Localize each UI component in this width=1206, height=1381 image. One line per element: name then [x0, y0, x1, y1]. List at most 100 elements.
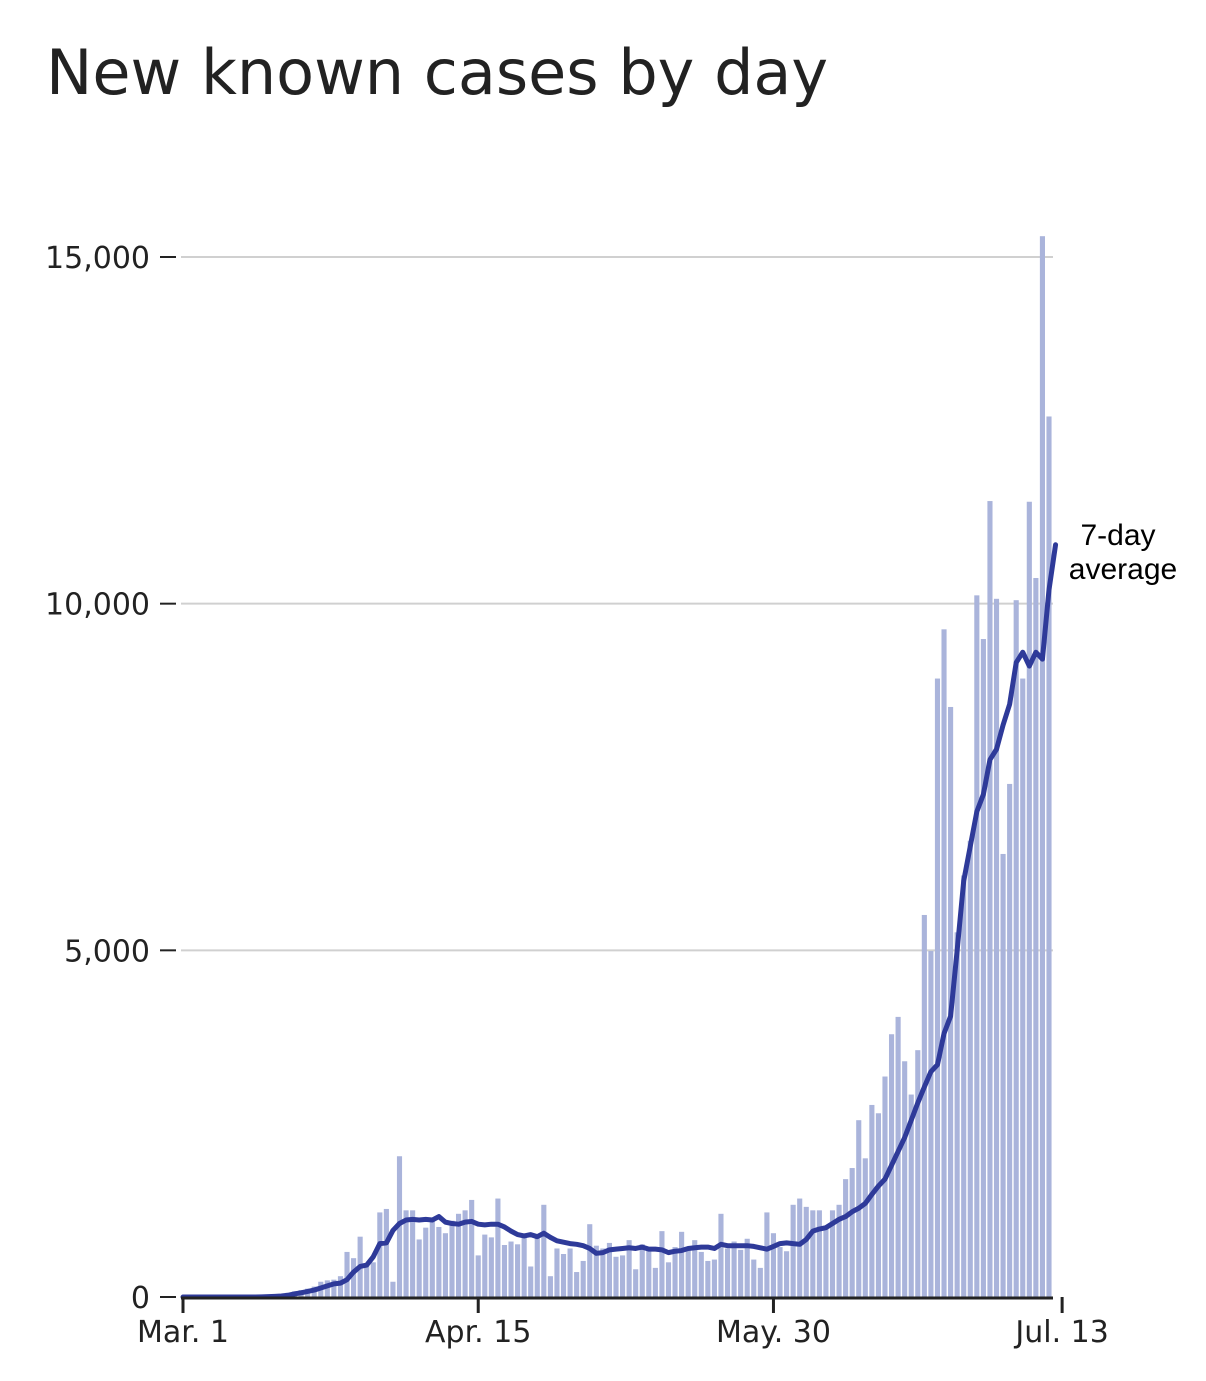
daily-bar	[488, 1237, 494, 1297]
daily-bar	[469, 1199, 475, 1297]
daily-bar	[882, 1076, 888, 1297]
chart-title: New known cases by day	[46, 36, 829, 109]
daily-bar	[344, 1251, 350, 1297]
daily-bar	[816, 1210, 822, 1297]
daily-bar	[921, 914, 927, 1297]
daily-bar	[843, 1179, 849, 1297]
daily-bar	[377, 1212, 383, 1297]
daily-case-bars	[252, 236, 1052, 1298]
daily-bar	[482, 1234, 488, 1297]
daily-bar	[455, 1213, 462, 1297]
daily-bar	[902, 1061, 908, 1297]
daily-bar	[685, 1248, 691, 1297]
avg-label-line2: average	[1069, 553, 1177, 586]
y-axis: 0 5,000 10,000 15,000	[45, 241, 176, 1316]
daily-bar	[698, 1251, 704, 1297]
daily-bar	[803, 1206, 809, 1297]
daily-bar	[679, 1231, 685, 1297]
daily-bar	[875, 1113, 881, 1297]
daily-bar	[639, 1244, 645, 1297]
daily-bar	[967, 840, 973, 1297]
daily-bar	[495, 1198, 501, 1297]
daily-bar	[501, 1245, 508, 1297]
daily-bar	[961, 875, 967, 1297]
daily-bar	[620, 1255, 626, 1297]
daily-bar	[784, 1251, 790, 1297]
daily-bar	[580, 1260, 586, 1297]
daily-bar	[692, 1240, 698, 1297]
daily-bar	[987, 501, 993, 1297]
daily-bar	[508, 1241, 514, 1297]
daily-bar	[724, 1248, 731, 1297]
daily-bar	[672, 1247, 678, 1297]
avg-label-line1: 7-day	[1080, 519, 1155, 552]
daily-bar	[797, 1198, 803, 1297]
daily-bar	[770, 1233, 777, 1297]
daily-bar	[954, 932, 960, 1297]
daily-bar	[436, 1226, 442, 1297]
y-tick-label: 0	[131, 1281, 150, 1316]
y-tick-label: 5,000	[64, 934, 150, 969]
daily-bar	[1039, 236, 1045, 1298]
daily-bar	[574, 1272, 580, 1297]
daily-bar	[810, 1210, 816, 1297]
seven-day-average-line	[180, 542, 1059, 1300]
daily-bar	[521, 1234, 527, 1297]
daily-bar	[869, 1104, 875, 1297]
daily-bar	[790, 1204, 796, 1297]
daily-bar	[324, 1280, 330, 1297]
daily-bar	[705, 1260, 711, 1297]
daily-bar	[633, 1269, 639, 1297]
daily-bar	[416, 1239, 422, 1297]
daily-bar	[738, 1249, 744, 1297]
daily-bar	[626, 1240, 632, 1297]
daily-bar	[442, 1233, 448, 1297]
daily-bar	[744, 1238, 750, 1297]
daily-bar	[383, 1208, 389, 1297]
daily-bar	[593, 1245, 599, 1297]
x-tick-label: Mar. 1	[137, 1315, 229, 1350]
daily-bar	[475, 1255, 481, 1297]
daily-bar	[993, 598, 1000, 1297]
daily-bar	[928, 951, 934, 1297]
gridlines	[181, 256, 1053, 952]
daily-bar	[823, 1229, 829, 1297]
daily-bar	[351, 1258, 357, 1297]
y-tick-label: 10,000	[45, 588, 150, 623]
daily-bar	[849, 1168, 855, 1297]
daily-bar	[1033, 578, 1039, 1297]
daily-bar	[1026, 501, 1032, 1297]
daily-bar	[462, 1210, 468, 1297]
y-tick-label: 15,000	[45, 241, 150, 276]
daily-bar	[1000, 853, 1006, 1297]
daily-bar	[1013, 600, 1019, 1297]
daily-bar	[718, 1213, 724, 1297]
daily-bar	[534, 1235, 540, 1297]
daily-bar	[587, 1224, 593, 1297]
x-axis: Mar. 1 Apr. 15 May. 30 Jul. 13	[137, 1296, 1109, 1350]
daily-bar	[941, 629, 947, 1297]
daily-bar	[1020, 678, 1026, 1297]
daily-bar	[370, 1262, 376, 1297]
daily-bar	[515, 1244, 521, 1297]
x-tick-label: May. 30	[716, 1315, 831, 1350]
daily-bar	[711, 1259, 717, 1297]
daily-bar	[449, 1220, 455, 1297]
daily-bar	[410, 1210, 416, 1297]
daily-bar	[337, 1276, 344, 1297]
daily-bar	[751, 1259, 757, 1297]
daily-bar	[659, 1231, 665, 1297]
daily-bar	[567, 1248, 573, 1297]
daily-bar	[934, 678, 941, 1297]
daily-bar	[613, 1256, 619, 1297]
daily-bar	[836, 1204, 842, 1297]
daily-bar	[1046, 416, 1052, 1298]
daily-bar	[665, 1262, 672, 1297]
daily-bar	[731, 1241, 737, 1297]
daily-bar	[600, 1248, 606, 1297]
daily-bar	[331, 1279, 337, 1297]
x-tick-label: Apr. 15	[425, 1315, 531, 1350]
x-tick-label: Jul. 13	[1013, 1315, 1108, 1350]
daily-bar	[547, 1276, 553, 1297]
